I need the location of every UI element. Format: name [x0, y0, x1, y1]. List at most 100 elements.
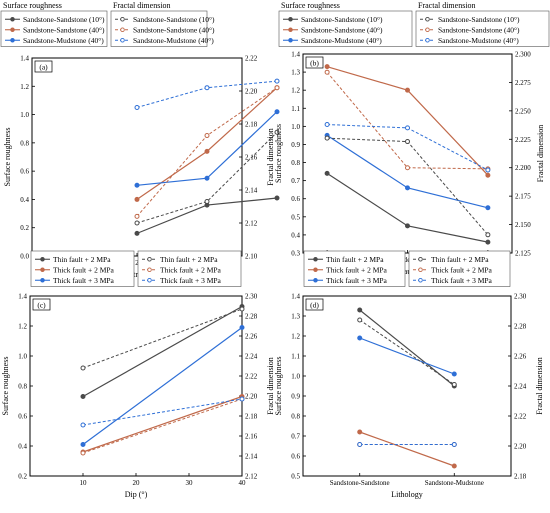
x-axis-label: Fault: [399, 267, 416, 276]
legend-box-left: [278, 10, 413, 47]
legend-marker: [425, 27, 430, 33]
data-point: [324, 64, 330, 70]
legend-marker: [313, 267, 318, 273]
legend-item-label: Sandstone-Sandstone (40°): [23, 25, 105, 34]
legend-item-label: Thick fault + 3 MPa: [160, 276, 222, 285]
y-tick-label: 1.2: [291, 87, 300, 95]
y2-tick-label: 2.150: [515, 221, 531, 229]
y2-tick-label: 2.26: [514, 353, 527, 361]
y-tick-label: 0.4: [18, 443, 27, 451]
y-tick-label: 1.2: [291, 333, 300, 341]
panel-label-box: [32, 298, 51, 311]
legend-marker: [120, 38, 125, 43]
y-tick-label: 0.5: [291, 213, 300, 221]
y-tick-label: 1.1: [291, 353, 300, 361]
chart-panel-d: 0.5 0.6 0.7 0.8 0.9 1.0 1.1 1.2 1.3 1.4 2.18 2.20 2.…: [274, 250, 544, 499]
x-axis-label: Normal stress (MPa): [104, 270, 171, 279]
data-point: [204, 148, 210, 154]
data-point: [204, 85, 210, 91]
y-tick-label: 0.9: [291, 141, 300, 149]
legend-marker: [40, 267, 45, 273]
y2-tick-label: 2.22: [245, 55, 258, 63]
legend-marker: [120, 17, 125, 22]
chart-panel-c: 0.2 0.4 0.6 0.8 1.0 1.2 1.4 2.12 2.14 2.16 2.18 2.2…: [1, 250, 275, 499]
legend-marker: [425, 38, 430, 43]
data-point: [239, 396, 245, 402]
y-tick-label: 0.6: [20, 168, 29, 176]
legend-marker: [10, 38, 15, 43]
data-point: [324, 69, 330, 75]
y-axis-label: Surface roughness: [274, 357, 283, 416]
y2-axis-label: Fractal dimension: [266, 128, 275, 186]
y2-axis-label: Fractal dimension: [535, 357, 544, 415]
legend-marker: [120, 27, 125, 33]
y2-tick-label: 2.22: [514, 413, 527, 421]
y-tick-label: 0.3: [291, 250, 300, 258]
y-tick-label: 0.8: [291, 159, 300, 167]
data-point: [274, 109, 280, 115]
data-point: [134, 213, 140, 219]
series-line-left-1: [326, 66, 489, 176]
legend-item-label: Thick fault + 2 MPa: [53, 265, 115, 274]
y2-tick-label: 2.300: [515, 51, 531, 59]
y-tick-label: 1.3: [291, 69, 300, 77]
data-point: [204, 175, 210, 181]
data-point: [324, 122, 330, 128]
y2-tick-label: 2.22: [245, 373, 258, 381]
plot-frame: [29, 295, 243, 477]
legend-item-label: Thin fault + 2 MPa: [160, 255, 218, 264]
y-tick-label: 0.2: [18, 473, 27, 481]
data-point: [134, 230, 140, 236]
y-tick-label: 1.4: [291, 51, 300, 59]
legend-marker: [10, 17, 15, 22]
legend-item-label: Sandstone-Sandstone (40°): [133, 25, 215, 34]
y2-tick-label: 2.28: [245, 313, 258, 321]
chart-panel-a: 0.00.20.40.60.81.01.21.42.102.122.142.16…: [0, 1, 280, 279]
data-point: [485, 239, 491, 245]
y2-tick-label: 2.225: [515, 136, 531, 144]
series-line-left-2: [82, 327, 243, 445]
series-line-left-0: [326, 172, 489, 243]
data-point: [274, 85, 280, 91]
y-tick-label: 0.8: [20, 139, 29, 147]
legend-marker: [418, 278, 423, 283]
y2-tick-label: 2.175: [515, 193, 531, 201]
y-tick-label: 1.4: [291, 293, 300, 301]
y-tick-label: 0.4: [291, 231, 300, 239]
legend-marker: [147, 267, 152, 273]
y-tick-label: 1.3: [291, 313, 300, 321]
y-tick-label: 0.8: [291, 413, 300, 421]
legend-marker: [418, 257, 423, 262]
y2-tick-label: 2.26: [245, 333, 258, 341]
x-tick-label: Sandstone-Sandstone: [330, 479, 390, 487]
data-point: [405, 223, 410, 229]
y2-axis-label: Fractal dimension: [266, 357, 275, 415]
series-line-right-3: [359, 319, 455, 385]
data-point: [80, 442, 86, 447]
data-point: [405, 139, 410, 145]
legend-item-label: Thick fault + 3 MPa: [431, 276, 493, 285]
legend-item-label: Sandstone-Sandstone (10°): [301, 15, 383, 24]
data-point: [451, 463, 457, 469]
series-line-left-1: [82, 395, 243, 453]
legend-marker: [288, 17, 293, 22]
legend-marker: [40, 278, 45, 283]
panel-label: (b): [310, 59, 319, 68]
legend-item-label: Thick fault + 2 MPa: [326, 265, 388, 274]
legend-marker: [418, 267, 423, 273]
data-point: [357, 335, 363, 341]
y2-tick-label: 2.14: [245, 453, 258, 461]
y-tick-label: 0.5: [291, 473, 300, 481]
data-point: [324, 135, 330, 141]
y-axis-label: Surface roughness: [3, 128, 12, 187]
y-tick-label: 0.6: [18, 413, 27, 421]
y2-tick-label: 2.18: [245, 413, 258, 421]
legend-item-label: Sandstone-Sandstone (40°): [301, 25, 383, 34]
x-tick-label: 40: [239, 479, 247, 487]
y2-tick-label: 2.28: [514, 323, 527, 331]
y2-tick-label: 2.18: [245, 121, 258, 129]
data-point: [274, 195, 280, 201]
y-tick-label: 1.0: [291, 123, 300, 131]
data-point: [134, 220, 140, 226]
y2-tick-label: 2.18: [514, 473, 527, 481]
